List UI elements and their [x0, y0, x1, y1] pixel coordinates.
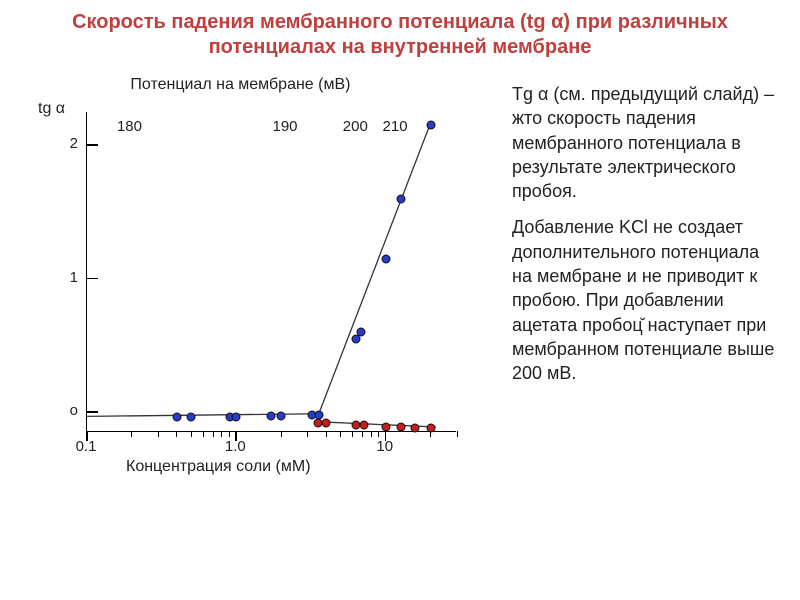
x-minor-tick: [221, 431, 222, 437]
data-point-acetate: [266, 412, 275, 421]
y-axis-label: tg α: [38, 100, 65, 118]
top-tick-label: 180: [117, 118, 142, 135]
x-tick-label: 10: [367, 438, 403, 455]
data-point-kcl: [426, 424, 435, 433]
x-minor-tick: [326, 431, 327, 437]
series-line-acetate: [319, 125, 430, 413]
x-minor-tick: [229, 431, 230, 437]
data-point-acetate: [381, 254, 390, 263]
x-minor-tick: [176, 431, 177, 437]
chart-lines: [87, 112, 456, 431]
data-point-kcl: [411, 424, 420, 433]
y-tick-label: 2: [58, 135, 78, 152]
data-point-acetate: [277, 412, 286, 421]
data-point-kcl: [313, 418, 322, 427]
x-minor-tick: [131, 431, 132, 437]
data-point-acetate: [396, 194, 405, 203]
x-minor-tick: [362, 431, 363, 437]
data-point-kcl: [322, 418, 331, 427]
x-minor-tick: [213, 431, 214, 437]
x-minor-tick: [371, 431, 372, 437]
content-columns: Потенциал на мембране (мВ) tg α o 1 2 0.1 1.0 1…: [0, 66, 800, 510]
data-point-acetate: [172, 413, 181, 422]
top-tick-label: 200: [343, 118, 368, 135]
plot-area: [86, 112, 456, 432]
data-point-kcl: [359, 421, 368, 430]
x-tick-label: 0.1: [68, 438, 104, 455]
data-point-kcl: [396, 422, 405, 431]
y-tick-label: o: [58, 402, 78, 419]
x-minor-tick: [281, 431, 282, 437]
top-tick-label: 210: [383, 118, 408, 135]
data-point-kcl: [381, 422, 390, 431]
top-tick-label: 190: [273, 118, 298, 135]
top-axis-label: Потенциал на мембране (мВ): [130, 76, 350, 94]
x-minor-tick: [203, 431, 204, 437]
x-minor-tick: [378, 431, 379, 437]
x-tick-label: 1.0: [217, 438, 253, 455]
data-point-acetate: [426, 121, 435, 130]
text-column: Tg α (см. предыдущий слайд) – жто скорос…: [512, 70, 780, 510]
chart: Потенциал на мембране (мВ) tg α o 1 2 0.1 1.0 1…: [20, 70, 500, 510]
chart-column: Потенциал на мембране (мВ) tg α o 1 2 0.1 1.0 1…: [20, 70, 500, 510]
x-minor-tick: [307, 431, 308, 437]
x-minor-tick: [352, 431, 353, 437]
data-point-acetate: [356, 328, 365, 337]
x-axis-label: Концентрация соли (мМ): [126, 458, 311, 476]
y-tick-label: 1: [58, 269, 78, 286]
x-minor-tick: [191, 431, 192, 437]
x-minor-tick: [158, 431, 159, 437]
data-point-acetate: [232, 413, 241, 422]
paragraph-1: Tg α (см. предыдущий слайд) – жто скорос…: [512, 82, 780, 203]
slide-title: Скорость падения мембранного потенциала …: [0, 0, 800, 66]
x-minor-tick: [340, 431, 341, 437]
paragraph-2: Добавление KCl не создает дополнительног…: [512, 215, 780, 385]
data-point-acetate: [187, 413, 196, 422]
x-minor-tick: [457, 431, 458, 437]
